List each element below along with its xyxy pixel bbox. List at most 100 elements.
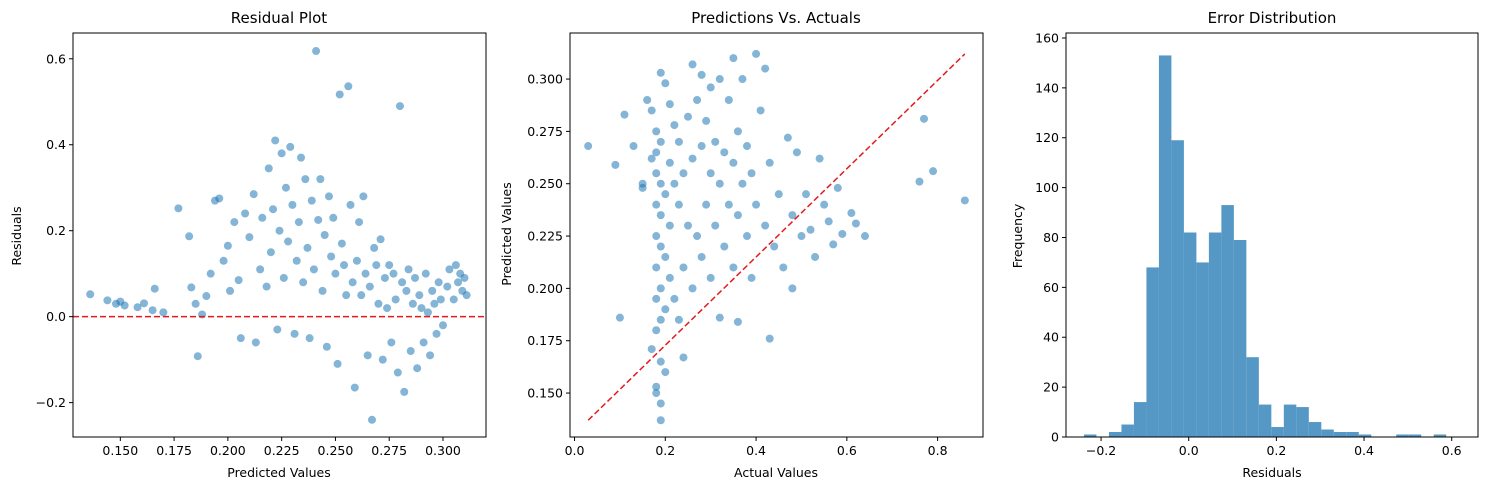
- scatter-point: [271, 136, 280, 145]
- y-tick-label: 0.6: [46, 51, 66, 66]
- scatter-point: [670, 179, 679, 188]
- scatter-point: [733, 317, 742, 326]
- scatter-point: [406, 347, 415, 356]
- histogram-bar: [1333, 432, 1347, 437]
- histogram-bar: [1158, 55, 1172, 437]
- scatter-point: [652, 389, 661, 398]
- scatter-point: [103, 296, 112, 305]
- scatter-point: [215, 194, 224, 203]
- y-tick-label: 0.300: [527, 72, 563, 87]
- scatter-point: [620, 110, 629, 119]
- x-tick-label: 0.250: [318, 443, 354, 458]
- scatter-point: [335, 90, 344, 99]
- scatter-point: [426, 351, 435, 360]
- scatter-point: [411, 273, 420, 282]
- scatter-point: [372, 261, 381, 270]
- scatter-point: [647, 154, 656, 163]
- scatter-point: [661, 79, 670, 88]
- scatter-point: [652, 232, 661, 241]
- scatter-point: [684, 221, 692, 230]
- scatter-point: [236, 334, 245, 343]
- scatter-point: [743, 232, 751, 241]
- scatter-point: [806, 225, 815, 234]
- scatter-point: [724, 95, 733, 104]
- scatter-point: [652, 148, 661, 157]
- y-tick-label: 140: [1035, 80, 1059, 95]
- scatter-point: [647, 106, 656, 115]
- scatter-point: [688, 284, 697, 293]
- scatter-point: [314, 215, 323, 224]
- scatter-point: [656, 416, 665, 425]
- scatter-point: [417, 304, 426, 313]
- scatter-point: [258, 213, 267, 222]
- predictions-vs-actuals-title: Predictions Vs. Actuals: [691, 9, 861, 27]
- scatter-point: [148, 306, 157, 315]
- scatter-point: [174, 204, 183, 213]
- axes-frame: [72, 32, 487, 438]
- y-tick-label: 120: [1035, 130, 1059, 145]
- scatter-point: [920, 114, 928, 123]
- scatter-point: [738, 179, 747, 188]
- histogram-bar: [1183, 232, 1197, 437]
- scatter-point: [679, 353, 688, 362]
- scatter-point: [273, 325, 282, 334]
- y-tick-label: 80: [1043, 230, 1059, 245]
- scatter-point: [307, 196, 316, 205]
- error-distribution-ylabel: Frequency: [1010, 203, 1025, 268]
- scatter-point: [774, 190, 783, 199]
- scatter-point: [245, 233, 254, 242]
- scatter-point: [327, 252, 336, 261]
- scatter-point: [292, 256, 301, 265]
- scatter-point: [284, 237, 293, 246]
- scatter-point: [361, 269, 370, 278]
- scatter-point: [747, 273, 756, 282]
- predictions-vs-actuals-panel: Predictions Vs. Actuals Actual Values Pr…: [499, 9, 984, 480]
- y-tick-label: 0.0: [46, 309, 66, 324]
- scatter-point: [661, 252, 670, 261]
- scatter-point: [316, 175, 325, 184]
- histogram-bar: [1433, 434, 1447, 437]
- scatter-point: [340, 261, 349, 270]
- scatter-point: [290, 329, 299, 338]
- error-distribution-panel: Error Distribution Residuals Frequency −…: [1010, 9, 1479, 480]
- scatter-point: [629, 142, 638, 151]
- histogram-bar: [1221, 205, 1234, 437]
- scatter-point: [733, 211, 742, 220]
- histogram-bar: [1258, 404, 1272, 437]
- scatter-point: [652, 200, 661, 209]
- x-tick-label: 0.4: [1354, 443, 1374, 458]
- scatter-point: [652, 263, 661, 272]
- scatter-point: [702, 200, 711, 209]
- y-tick-label: 100: [1035, 180, 1059, 195]
- scatter-point: [139, 299, 148, 308]
- scatter-point: [350, 383, 359, 392]
- scatter-point: [460, 273, 469, 282]
- x-tick-label: 0.300: [425, 443, 461, 458]
- x-tick-label: 0.6: [837, 443, 857, 458]
- histogram-bar: [1246, 357, 1259, 437]
- scatter-point: [711, 137, 720, 146]
- scatter-point: [370, 243, 379, 252]
- scatter-point: [747, 169, 756, 178]
- scatter-point: [318, 286, 327, 295]
- histogram-bar: [1396, 434, 1409, 437]
- x-tick-label: 0.175: [156, 443, 192, 458]
- scatter-point: [294, 218, 303, 227]
- scatter-point: [656, 179, 665, 188]
- histogram-bar: [1358, 434, 1372, 437]
- scatter-point: [729, 263, 738, 272]
- x-tick-label: 0.8: [928, 443, 948, 458]
- histogram-bar: [1146, 267, 1159, 437]
- scatter-point: [357, 291, 366, 300]
- plot-area: [1083, 55, 1447, 437]
- scatter-point: [219, 256, 228, 265]
- scatter-point: [226, 286, 235, 295]
- scatter-point: [679, 169, 688, 178]
- scatter-point: [187, 283, 196, 292]
- histogram-bar: [1121, 424, 1134, 437]
- histogram-bar: [1296, 407, 1309, 437]
- scatter-point: [383, 304, 392, 313]
- residual-plot-panel: Residual Plot Predicted Values Residuals…: [9, 9, 487, 480]
- scatter-point: [241, 209, 250, 218]
